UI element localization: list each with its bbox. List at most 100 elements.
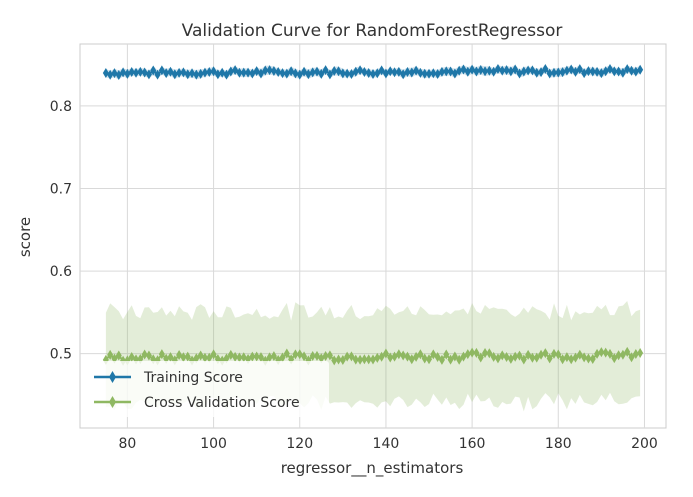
training-score-point [245, 67, 252, 78]
training-score-point [176, 67, 183, 78]
training-score-point [550, 67, 557, 78]
cv-score-point [563, 352, 570, 363]
training-score-point [615, 66, 622, 77]
training-score-point [538, 67, 545, 78]
cv-score-point [503, 352, 510, 363]
cv-score-point [370, 354, 376, 365]
training-score-point [430, 68, 437, 79]
cv-score-point [538, 349, 545, 360]
training-score-point [197, 68, 204, 79]
cv-score-point [581, 352, 588, 363]
cv-score-point [516, 350, 523, 361]
cv-score-point [533, 352, 540, 363]
legend-label-cv: Cross Validation Score [144, 395, 300, 411]
cv-score-point [279, 352, 286, 363]
y-tick-label: 0.7 [50, 182, 72, 198]
cv-score-point [490, 351, 497, 362]
cv-score-point [335, 354, 342, 365]
cv-score-point [494, 353, 501, 364]
training-score-point [507, 66, 514, 77]
training-score-point [503, 65, 510, 76]
training-score-point [486, 65, 493, 76]
training-score-point [598, 68, 605, 79]
cv-score-point [227, 349, 234, 360]
cv-score-point [473, 347, 480, 358]
training-score-point [589, 66, 596, 77]
training-score-point [240, 67, 247, 78]
cv-score-point [525, 349, 532, 360]
training-score-point [546, 68, 553, 79]
training-score-point [107, 69, 114, 80]
cv-score-point [180, 352, 187, 363]
training-score-point [637, 64, 644, 75]
cv-score-point [253, 351, 260, 362]
training-score-point [408, 67, 415, 78]
x-tick-label: 200 [631, 436, 658, 452]
x-tick-label: 140 [373, 436, 400, 452]
cv-score-point [145, 350, 152, 361]
cv-score-point [632, 348, 639, 359]
training-score-point [533, 67, 540, 78]
training-score-point [456, 65, 463, 76]
cv-score-point [184, 351, 191, 362]
cv-score-point [447, 354, 454, 365]
training-score-point [482, 66, 489, 77]
training-score-point [180, 67, 187, 78]
training-score-point [201, 67, 208, 78]
cv-score-point [426, 354, 433, 365]
training-score-point [585, 66, 592, 77]
cv-score-point [115, 350, 122, 361]
training-score-point [447, 66, 454, 77]
legend: Training Score Cross Validation Score [86, 361, 329, 417]
cv-score-point [232, 351, 239, 362]
training-score-point [339, 68, 346, 79]
training-score-point [335, 66, 342, 77]
training-score-point [128, 67, 135, 78]
cv-score-point [361, 354, 368, 365]
cv-score-point [482, 347, 489, 358]
training-score-point [581, 68, 588, 79]
training-score-point [270, 66, 277, 77]
training-score-point [318, 68, 325, 79]
cv-score-point [210, 349, 217, 360]
cv-score-point [206, 352, 213, 363]
y-axis-label: score [16, 217, 34, 257]
cv-score-point [107, 349, 114, 360]
cv-score-point [249, 351, 256, 362]
cv-score-point [615, 350, 622, 361]
training-score-point [619, 67, 626, 78]
y-tick-label: 0.5 [50, 347, 72, 363]
cv-score-point [382, 348, 389, 359]
cv-score-point [637, 348, 644, 359]
cv-score-point [417, 349, 424, 360]
training-score-point [141, 67, 148, 78]
training-score-point [111, 68, 118, 79]
training-score-point [477, 65, 484, 76]
training-score-point [163, 68, 170, 79]
training-score-point [594, 66, 601, 77]
cv-score-point [443, 349, 450, 360]
cv-score-point [395, 349, 402, 360]
cv-score-point [348, 351, 355, 362]
cv-score-point [301, 351, 308, 362]
cv-score-point [477, 352, 484, 363]
cv-score-point [387, 352, 394, 363]
cv-score-point [296, 349, 303, 360]
cv-score-point [309, 350, 316, 361]
training-score-point [150, 65, 157, 76]
training-score-point [124, 68, 131, 79]
cv-score-point [559, 354, 566, 365]
training-score-point [361, 66, 368, 77]
training-score-point [193, 69, 200, 80]
cv-score-point [236, 352, 243, 363]
cv-score-point [141, 349, 148, 360]
cv-score-point [555, 349, 562, 360]
training-score-point [387, 66, 394, 77]
training-score-point [331, 66, 338, 77]
cv-score-point [624, 346, 631, 357]
training-score-point [279, 68, 286, 79]
cv-score-point [344, 351, 351, 362]
training-score-point [133, 67, 140, 78]
cv-score-point [292, 349, 299, 360]
training-score-point [257, 68, 264, 79]
